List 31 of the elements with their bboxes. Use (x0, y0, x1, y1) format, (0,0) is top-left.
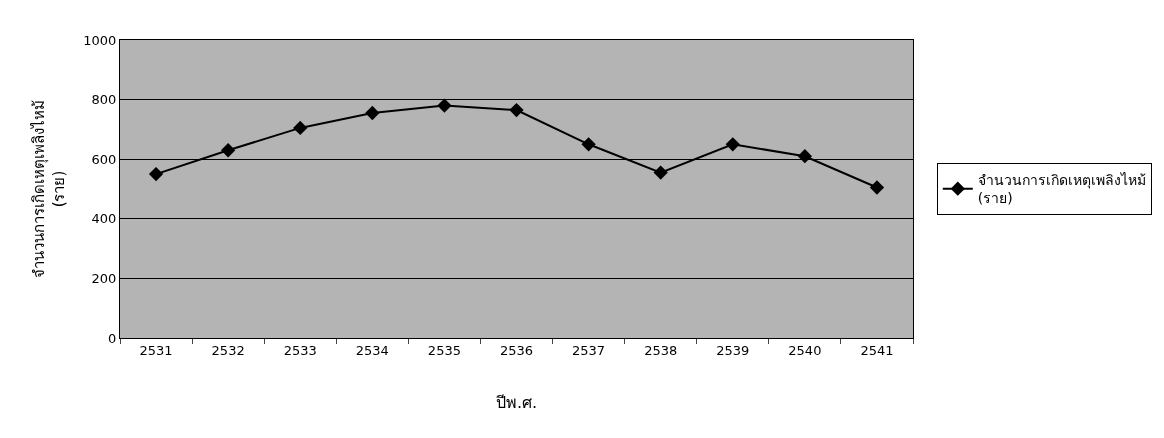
y-tick-label: 400 (91, 211, 117, 227)
x-tick-label: 2539 (716, 342, 750, 358)
x-tick-label: 2538 (644, 342, 678, 358)
legend-label: จำนวนการเกิดเหตุเพลิงไหม้ (ราย) (977, 172, 1146, 207)
y-tick-label: 0 (108, 330, 117, 346)
y-axis-title: จำนวนการเกิดเหตุเพลิงไหม้ (ราย) (30, 100, 68, 278)
y-tick-label: 200 (91, 270, 117, 286)
x-tick-label: 2534 (355, 342, 389, 358)
x-tick-label: 2533 (283, 342, 317, 358)
point (869, 180, 885, 195)
point (365, 105, 380, 121)
x-tick-label: 2536 (499, 342, 534, 358)
point (509, 102, 524, 118)
x-tick-label: 2540 (788, 342, 822, 358)
x-tick-label: 2541 (860, 342, 894, 358)
y-tick-label: 800 (91, 92, 117, 108)
point (653, 165, 668, 180)
point (725, 137, 740, 152)
point (220, 143, 236, 158)
x-tick-label: 2532 (211, 342, 245, 358)
point (148, 166, 164, 182)
point (797, 149, 813, 164)
point (581, 137, 596, 152)
y-tick-label: 1000 (83, 32, 117, 48)
x-tick-label: 2531 (139, 342, 173, 358)
y-tick-label: 600 (91, 151, 117, 167)
x-tick-label: 2537 (572, 342, 606, 358)
x-tick-label: 2535 (427, 342, 461, 358)
point (293, 120, 308, 136)
point (437, 98, 452, 113)
x-axis-title: ปีพ.ศ. (495, 393, 538, 413)
